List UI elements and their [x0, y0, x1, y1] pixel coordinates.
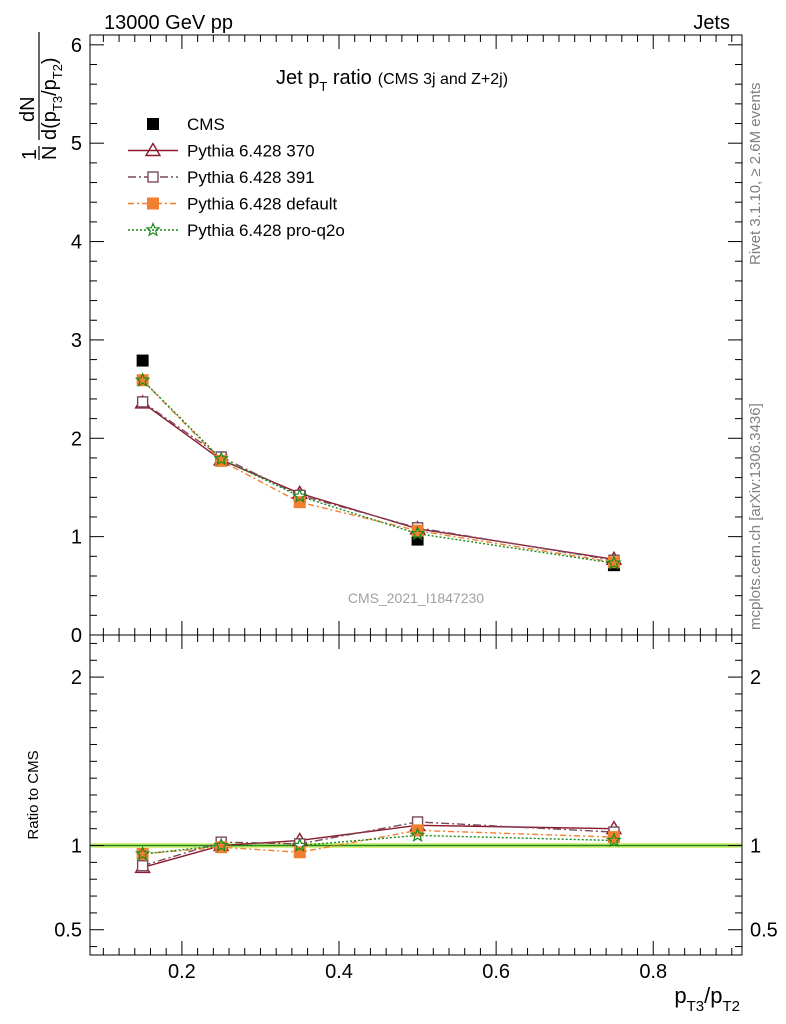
category-label: Jets [693, 12, 730, 34]
data-point [136, 396, 149, 408]
chart-title-subscript: T [319, 79, 327, 94]
process-label: 13000 GeV pp [104, 12, 233, 34]
x-tick-label: 0.8 [639, 961, 667, 983]
legend-marker [145, 221, 161, 237]
ratio-tick-label-right: 0.5 [750, 920, 778, 942]
data-point [136, 354, 149, 367]
chart-title-note: (CMS 3j and Z+2j) [378, 71, 508, 88]
legend-marker [144, 142, 162, 157]
rivet-version-label: Rivet 3.1.10, ≥ 2.6M events [747, 83, 764, 266]
ratio-tick-label-right: 1 [750, 836, 761, 858]
data-point [409, 525, 426, 541]
ratio-point [134, 845, 151, 861]
y-axis-label-dn: dN [17, 96, 39, 122]
series-markers-layer [134, 354, 623, 874]
ratio-point [409, 827, 426, 843]
analysis-watermark: CMS_2021_I1847230 [348, 590, 484, 606]
y-axis-label: 1 N dN d(pT3/pT2) [17, 32, 65, 160]
ratio-tick-label-left: 1 [71, 836, 82, 858]
legend-label: Pythia 6.428 391 [187, 168, 315, 187]
x-tick-label: 0.4 [325, 961, 353, 983]
legend-entry: CMS [147, 115, 225, 134]
y-tick-label: 3 [71, 330, 82, 352]
ratio-point [136, 860, 149, 872]
ratio-point [291, 837, 308, 853]
axis-ticks-layer: 0.2 0.4 0.6 0.8 0 1 2 3 4 5 6 0.5 0.5 1 1 2 2 [54, 35, 778, 983]
y-axis-label-fraction-one: 1 [19, 149, 41, 160]
series-line-main [142, 379, 615, 564]
x-tick-label: 0.2 [168, 961, 196, 983]
y-tick-label: 1 [71, 527, 82, 549]
ratio-point [606, 832, 622, 848]
y-tick-label: 6 [71, 35, 82, 57]
data-point [291, 488, 308, 503]
series-line-main [142, 402, 615, 560]
ratio-uncertainty-band-layer [90, 843, 742, 849]
chart-title: Jet pT ratio (CMS 3j and Z+2j) [276, 67, 508, 94]
legend-entry: Pythia 6.428 370 [128, 142, 315, 161]
mcplots-label: mcplots.cern.ch [arXiv:1306.3436] [747, 403, 764, 630]
legend-label: Pythia 6.428 pro-q2o [187, 221, 345, 240]
data-point [213, 450, 229, 466]
y-tick-label: 4 [71, 232, 82, 254]
ratio-tick-label-right: 2 [750, 667, 761, 689]
chart-title-main: Jet p [276, 67, 319, 89]
legend-marker [147, 118, 159, 130]
legend-entry: Pythia 6.428 391 [128, 168, 315, 187]
legend-entry: Pythia 6.428 pro-q2o [128, 221, 345, 240]
chart-title-rest: ratio [327, 67, 371, 89]
data-point [606, 555, 622, 570]
series-line-ratio [142, 829, 614, 855]
ratio-plot-frame [89, 634, 743, 956]
legend-label: Pythia 6.428 370 [187, 142, 315, 161]
legend-entry: Pythia 6.428 default [128, 195, 338, 214]
series-lines-layer [142, 379, 615, 869]
x-tick-label: 0.6 [482, 961, 510, 983]
y-axis-label-denominator: d(pT3/pT2) [39, 57, 65, 140]
legend-marker [147, 197, 159, 210]
legend-label: Pythia 6.428 default [187, 195, 338, 214]
x-axis-label: pT3/pT2 [674, 983, 740, 1015]
series-line-main [142, 401, 615, 561]
y-tick-label: 2 [71, 428, 82, 450]
series-line-main [142, 379, 615, 563]
data-point [134, 372, 151, 387]
ratio-tick-label-left: 2 [71, 667, 82, 689]
y-tick-label: 5 [71, 133, 82, 155]
legend-label: CMS [187, 115, 225, 134]
ratio-tick-label-left: 0.5 [54, 920, 82, 942]
ratio-point [607, 831, 620, 844]
legend: CMS Pythia 6.428 370 Pythia 6.428 391 Pythi… [128, 115, 345, 240]
y-tick-label: 0 [71, 625, 82, 647]
ratio-axis-label: Ratio to CMS [25, 750, 42, 839]
y-axis-label-fraction-n: N [39, 146, 61, 160]
ratio-point [213, 837, 229, 853]
legend-marker [147, 171, 159, 183]
